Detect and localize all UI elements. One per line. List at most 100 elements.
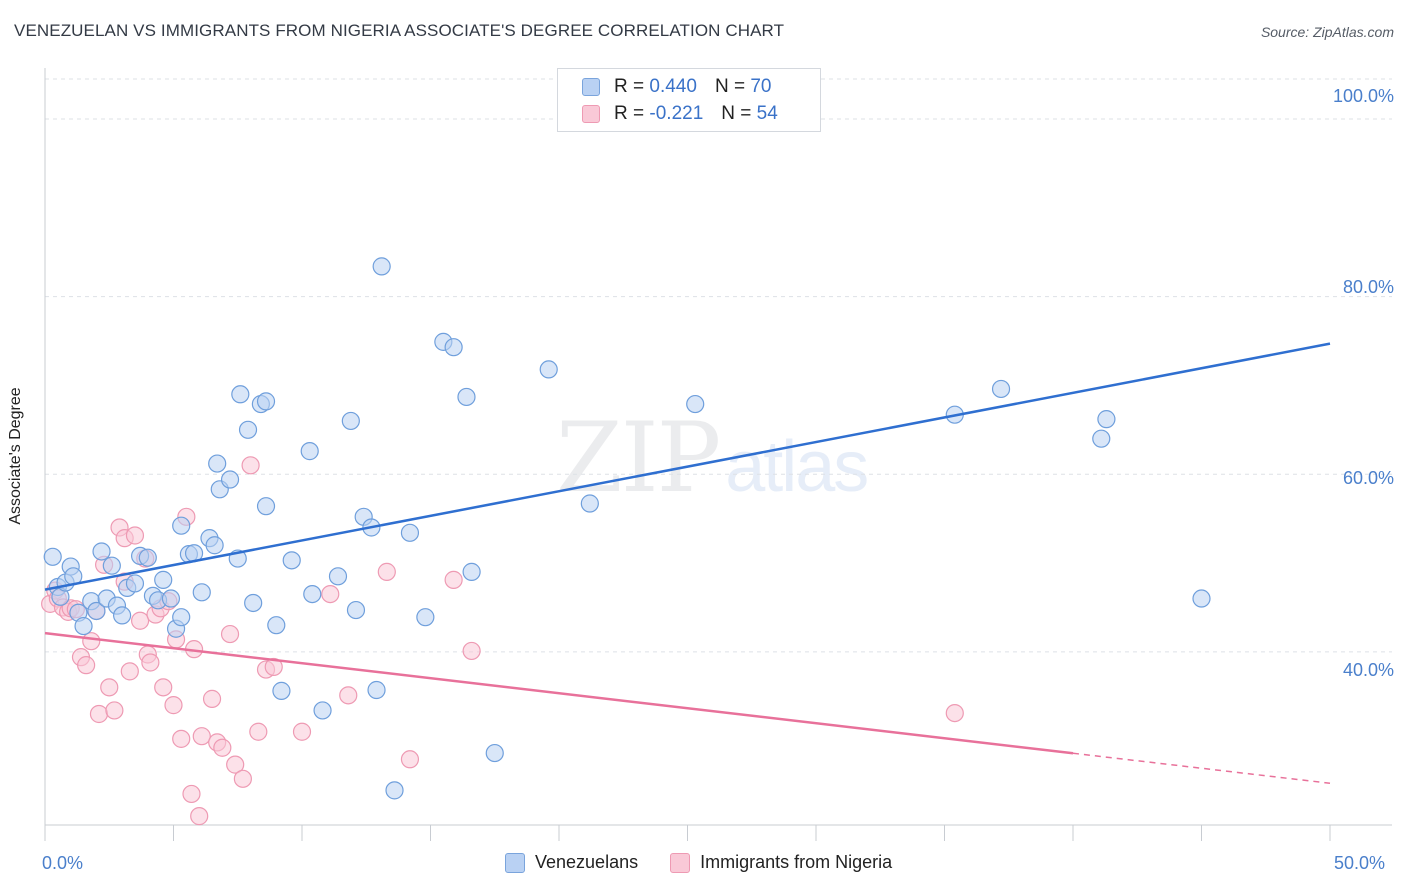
venezuelans-point	[74, 616, 93, 636]
venezuelans-point	[328, 567, 348, 586]
nigeria-point	[202, 689, 222, 708]
x-tick-label-max: 50.0%	[1334, 853, 1386, 873]
source-label: Source: ZipAtlas.com	[1260, 24, 1394, 40]
nigeria-point	[233, 769, 252, 788]
venezuelans-point	[256, 392, 276, 411]
venezuelans-point	[341, 411, 360, 431]
nigeria-point	[220, 624, 240, 644]
venezuelans-point	[102, 556, 121, 575]
venezuelans-point	[300, 442, 319, 461]
venezuelans-point	[138, 548, 157, 567]
nigeria-point	[292, 722, 312, 741]
nigeria-point	[400, 750, 420, 769]
venezuelans-trend-line	[44, 342, 1331, 591]
nigeria-point	[226, 755, 245, 774]
venezuelans-point	[154, 570, 173, 589]
venezuelans-point	[303, 584, 322, 604]
venezuelans-point	[991, 379, 1011, 399]
nigeria-point	[182, 784, 201, 804]
venezuelans-point	[267, 616, 286, 635]
venezuelans-point	[400, 523, 420, 542]
venezuelans-point	[1192, 589, 1211, 608]
venezuelans-point	[172, 516, 191, 535]
nigeria-point	[945, 703, 964, 723]
legend-row-nigeria: R = -0.221 N = 54	[582, 101, 778, 127]
nigeria-point	[462, 641, 481, 661]
series-nigeria-points	[41, 456, 964, 826]
nigeria-point	[213, 738, 232, 757]
legend-r-value: -0.221	[649, 103, 704, 124]
venezuelans-point	[244, 593, 263, 613]
venezuelans-point	[87, 601, 106, 621]
y-tick-label: 40.0%	[1342, 660, 1394, 680]
legend-item-nigeria[interactable]: Immigrants from Nigeria	[670, 852, 892, 873]
x-tick-label-min: 0.0%	[42, 853, 84, 873]
venezuelans-point	[282, 551, 301, 570]
legend-r-label: R =	[614, 103, 645, 124]
venezuelans-point	[205, 536, 224, 555]
venezuelans-point	[161, 589, 181, 608]
venezuelans-point	[256, 497, 276, 516]
venezuelans-point	[457, 387, 476, 407]
nigeria-point	[105, 701, 124, 720]
legend-swatch-pink	[670, 852, 691, 873]
venezuelans-point	[444, 338, 463, 357]
nigeria-point	[321, 584, 340, 604]
venezuelans-point	[125, 574, 145, 593]
venezuelans-point	[385, 781, 404, 800]
venezuelans-point	[313, 701, 332, 720]
venezuelans-point	[580, 494, 599, 513]
legend-item-venezuelans[interactable]: Venezuelans	[505, 852, 638, 873]
watermark: ZIPatlas	[556, 402, 869, 514]
correlation-legend: R = 0.440 N = 70 R = -0.221 N = 54	[557, 68, 821, 132]
legend-label-venezuelans: Venezuelans	[535, 852, 639, 872]
nigeria-point	[164, 696, 183, 715]
legend-r-value: 0.440	[649, 76, 697, 97]
venezuelans-point	[416, 608, 435, 627]
nigeria-point	[82, 632, 101, 651]
legend-r-label: R =	[614, 76, 645, 97]
nigeria-point	[141, 653, 160, 672]
venezuelans-point	[172, 608, 191, 627]
nigeria-point	[190, 807, 209, 826]
nigeria-point	[192, 727, 211, 746]
legend-n-label: N =	[714, 76, 746, 97]
legend-n-value: 54	[756, 103, 778, 124]
venezuelans-point	[220, 470, 240, 489]
nigeria-point	[89, 704, 109, 724]
nigeria-point	[172, 729, 191, 748]
venezuelans-point	[208, 454, 227, 473]
legend-swatch-pink	[582, 105, 600, 123]
venezuelans-point	[112, 606, 132, 625]
y-tick-label: 100.0%	[1332, 86, 1394, 106]
nigeria-point	[241, 456, 260, 475]
venezuelans-point	[367, 680, 386, 700]
venezuelans-point	[238, 420, 258, 439]
legend-n-label: N =	[721, 103, 752, 124]
nigeria-point	[249, 722, 268, 741]
y-tick-label: 80.0%	[1342, 277, 1394, 297]
venezuelans-point	[272, 681, 291, 700]
venezuelans-point	[231, 385, 250, 404]
venezuelans-point	[686, 394, 705, 414]
y-axis-label: Associate's Degree	[7, 387, 24, 525]
legend-label-nigeria: Immigrants from Nigeria	[700, 852, 893, 872]
nigeria-point	[130, 611, 150, 630]
legend-swatch-blue	[582, 78, 600, 96]
legend-swatch-blue	[505, 852, 525, 873]
series-venezuelans-points	[43, 257, 1211, 800]
venezuelans-point	[43, 547, 62, 566]
nigeria-point	[444, 570, 463, 589]
watermark-atlas: atlas	[725, 427, 869, 507]
watermark-zip: ZIP	[556, 402, 721, 514]
nigeria-point	[339, 686, 358, 705]
grid-lines	[45, 78, 1392, 653]
venezuelans-point	[1092, 429, 1111, 448]
axes	[44, 68, 1392, 841]
venezuelans-point	[192, 583, 211, 602]
nigeria-trend-line	[44, 631, 1074, 755]
legend-row-venezuelans: R = 0.440 N = 70	[582, 74, 771, 100]
nigeria-point	[120, 662, 139, 681]
venezuelans-point	[462, 562, 481, 581]
